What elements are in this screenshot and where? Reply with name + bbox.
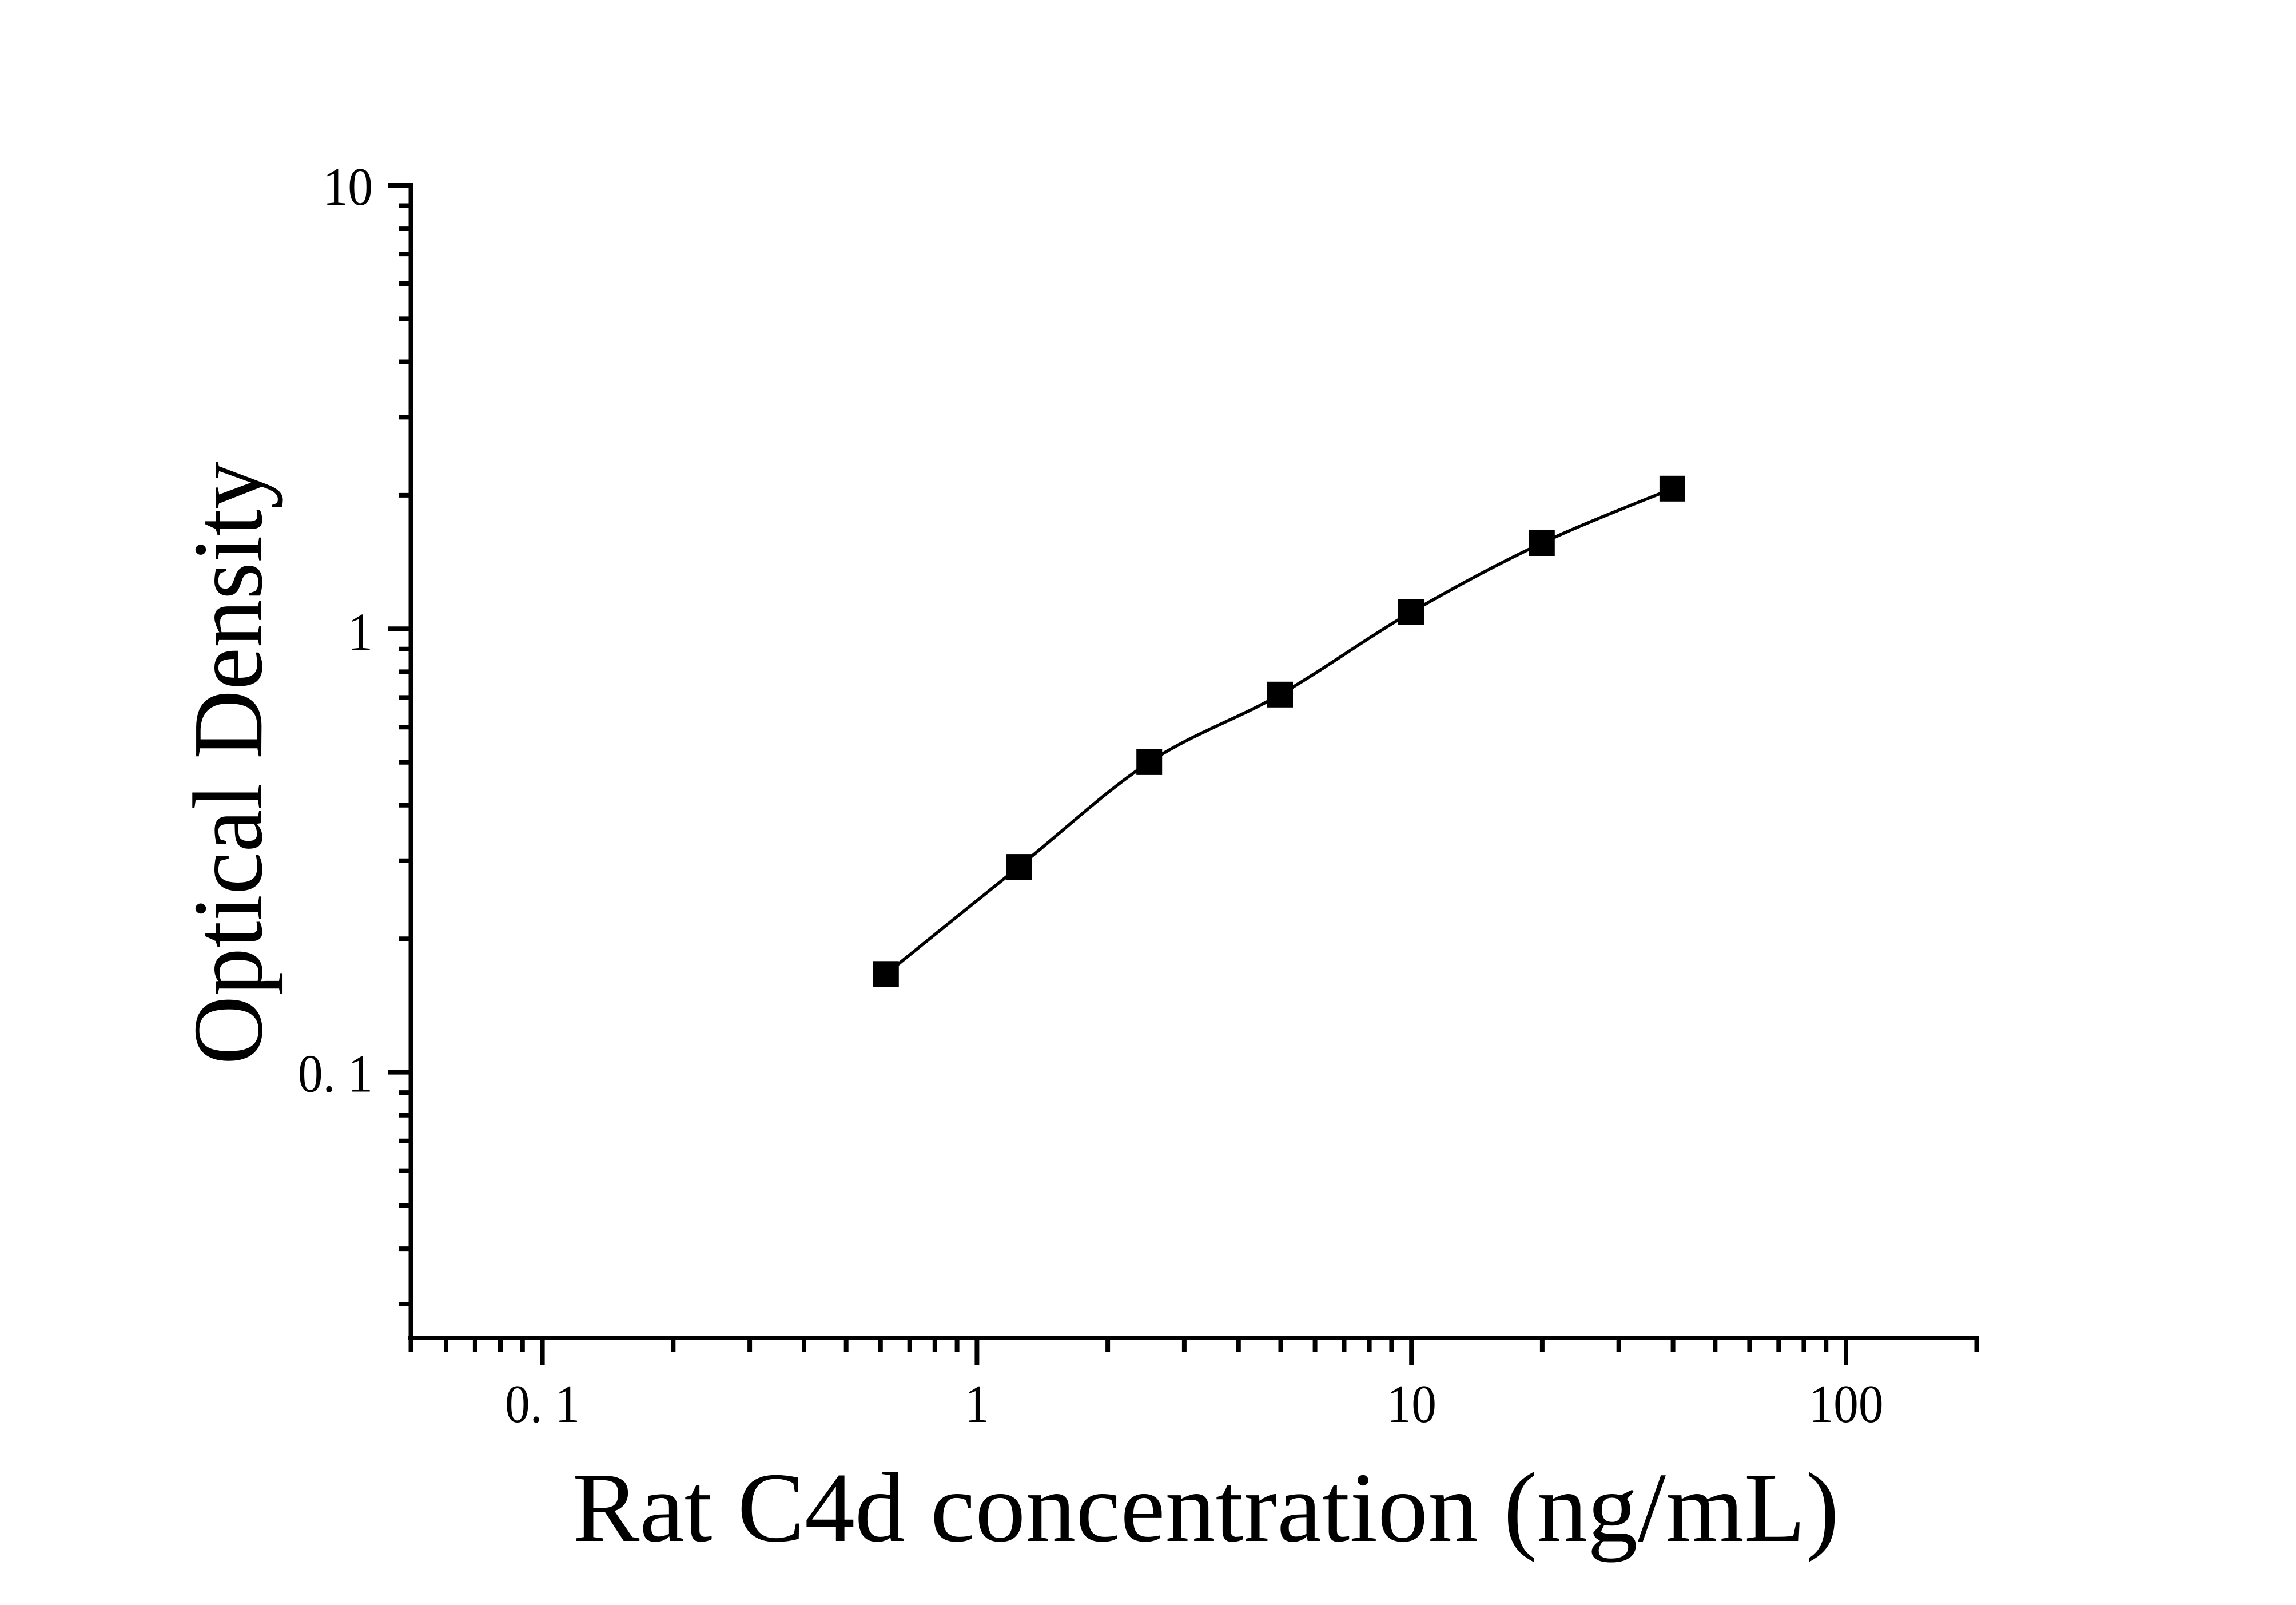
svg-text:Rat C4d concentration (ng/mL): Rat C4d concentration (ng/mL): [572, 1452, 1839, 1563]
svg-text:0. 1: 0. 1: [298, 1044, 373, 1104]
svg-text:100: 100: [1808, 1374, 1883, 1434]
svg-text:10: 10: [323, 157, 373, 217]
svg-text:10: 10: [1386, 1374, 1436, 1434]
svg-text:1: 1: [965, 1374, 990, 1434]
svg-text:1: 1: [348, 602, 373, 662]
svg-text:Optical Density: Optical Density: [173, 461, 284, 1064]
svg-text:0. 1: 0. 1: [505, 1374, 580, 1434]
